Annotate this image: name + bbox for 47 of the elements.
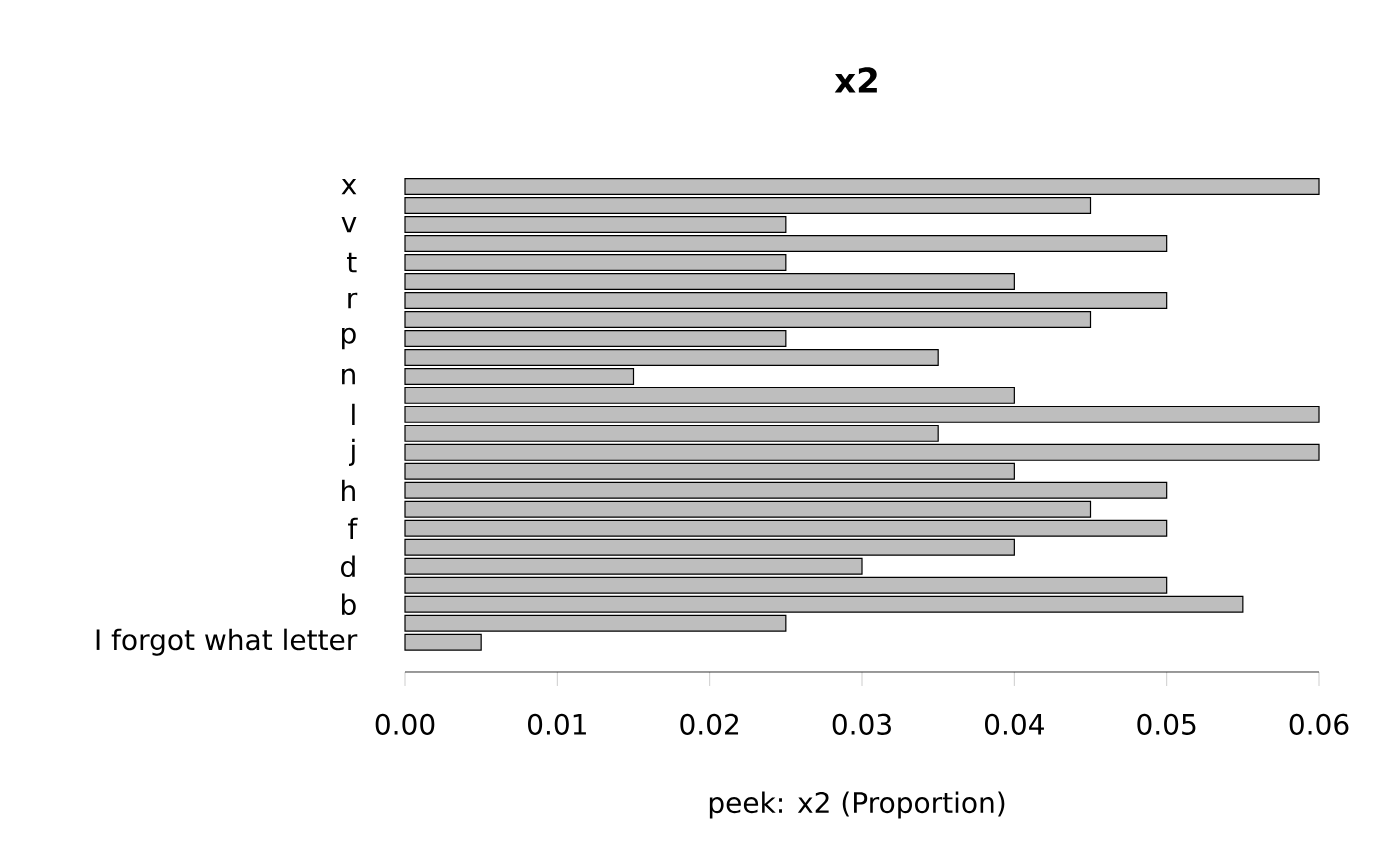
bar [404,367,635,385]
x-tick-label: 0.06 [1289,713,1349,735]
x-tick-label: 0.03 [832,713,891,735]
x-tick-label: 0.02 [680,713,739,735]
x-tick-label: 0.00 [375,713,435,735]
y-tick-label: p [342,327,356,350]
bar [404,519,1168,537]
bar [404,291,1168,309]
y-tick-label: j [348,438,355,466]
bar [404,595,1244,613]
bar [404,443,1320,461]
bar [404,216,787,234]
y-tick-label: h [342,479,355,501]
bar [404,235,1168,252]
y-tick-label: f [348,517,358,539]
bar [404,462,1015,480]
bar [404,557,863,575]
y-tick-label: n [342,368,355,385]
bar [404,405,1320,423]
chart-title: x2 [834,67,877,93]
y-tick-label: I forgot what letter [96,628,358,656]
bar [404,424,939,442]
bar [404,386,1015,404]
bar [404,633,482,651]
x-tick-label: 0.01 [528,713,586,735]
bar [404,329,787,347]
bar [404,310,1092,328]
y-tick-label: x [341,178,357,195]
bar [404,273,1015,290]
y-tick-label: d [341,555,355,578]
y-tick-label: v [341,216,357,233]
x-tick-label: 0.04 [985,713,1044,735]
bar [404,538,1015,556]
bar [404,614,787,632]
bar [404,348,939,366]
bar [404,254,787,271]
y-tick-label: t [347,252,357,273]
y-tick-label: r [348,292,358,309]
bar [404,500,1092,518]
x-axis-title: peek: x2 (Proportion) [709,791,1005,819]
y-tick-label: l [352,403,355,426]
bar [404,481,1168,499]
x-tick-label: 0.05 [1137,713,1196,735]
bar [404,178,1320,196]
bar [404,576,1168,594]
bar [404,197,1092,215]
y-tick-label: b [342,593,356,616]
